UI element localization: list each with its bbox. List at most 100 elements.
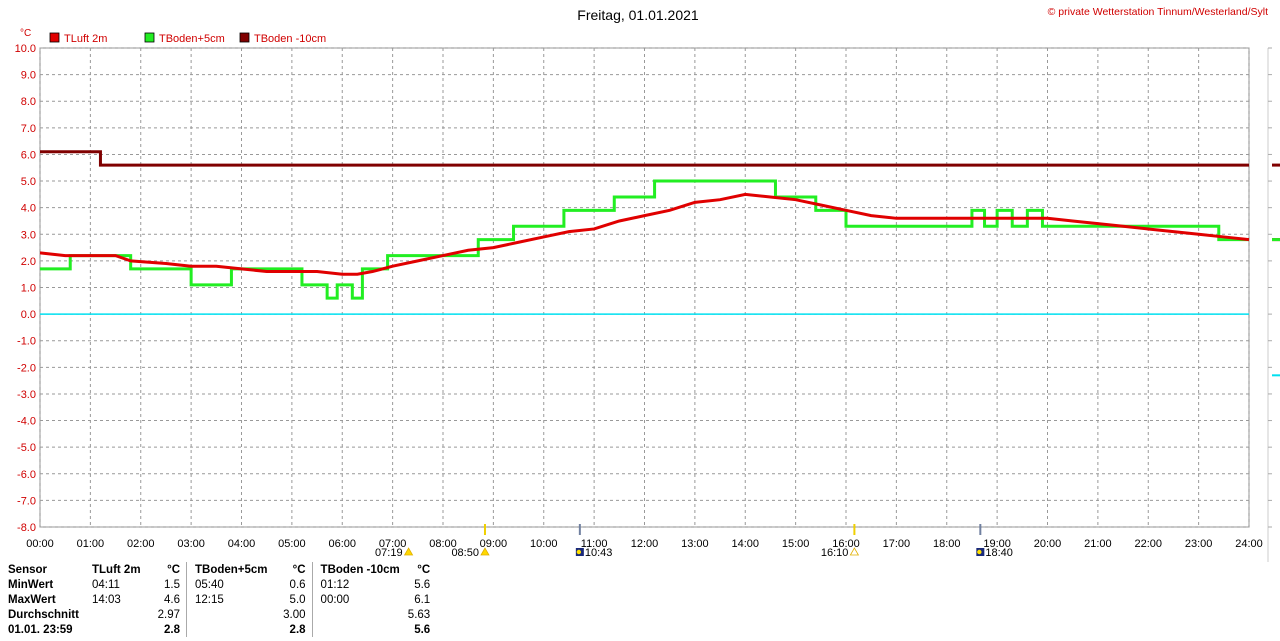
stats-label: MinWert bbox=[8, 578, 54, 591]
stats-cell bbox=[185, 607, 268, 622]
stats-cell: 5.63 bbox=[407, 608, 431, 621]
x-tick-label: 23:00 bbox=[1185, 538, 1213, 550]
x-tick-label: 10:00 bbox=[530, 538, 558, 550]
chart-title: Freitag, 01.01.2021 bbox=[577, 7, 699, 23]
y-tick-label: 9.0 bbox=[21, 70, 36, 82]
x-tick-label: 13:00 bbox=[681, 538, 709, 550]
stats-cell: 12:15 bbox=[185, 592, 268, 607]
stats-cell: 0.6 bbox=[289, 578, 306, 591]
x-tick-label: 08:00 bbox=[429, 538, 457, 550]
moon-icon-glyph bbox=[576, 549, 582, 555]
series-line-0 bbox=[39, 192, 1250, 276]
stats-cell: 4.6 bbox=[164, 593, 180, 606]
x-tick-label: 19:00 bbox=[983, 538, 1011, 550]
legend: TLuft 2m TBoden+5cm TBoden -10cm bbox=[49, 32, 326, 45]
x-tick-label: 12:00 bbox=[631, 538, 659, 550]
series-line-2 bbox=[40, 150, 1249, 167]
x-tick-label: 04:00 bbox=[228, 538, 256, 550]
stats-cell: 05:40 bbox=[185, 577, 268, 592]
x-tick-label: 17:00 bbox=[883, 538, 911, 550]
x-tick-label: 20:00 bbox=[1034, 538, 1062, 550]
stats-cell: 5.0 bbox=[289, 593, 306, 606]
stats-row-avg: Durchschnitt 2.97 3.00 5.63 bbox=[0, 607, 436, 622]
stats-cell: 1.5 bbox=[164, 578, 180, 591]
x-axis-ticks: 00:00 01:00 02:00 03:00 04:00 05:00 06:00 07:00… bbox=[26, 538, 1263, 550]
x-tick-label: 06:00 bbox=[328, 538, 356, 550]
x-tick-label: 01:00 bbox=[77, 538, 105, 550]
x-tick-label: 22:00 bbox=[1134, 538, 1162, 550]
x-tick-label: 05:00 bbox=[278, 538, 306, 550]
chart-series bbox=[39, 150, 1250, 300]
y-tick-label: -4.0 bbox=[17, 416, 36, 428]
y-tick-label: -5.0 bbox=[17, 442, 36, 454]
stats-cell: 2.97 bbox=[157, 608, 180, 621]
legend-label: TBoden+5cm bbox=[159, 33, 225, 45]
temperature-chart: Freitag, 01.01.2021 © private Wetterstat… bbox=[15, 6, 1280, 562]
stats-cell bbox=[311, 622, 400, 637]
y-tick-label: 3.0 bbox=[21, 229, 36, 241]
chart-grid bbox=[39, 47, 1250, 528]
y-tick-label: 6.0 bbox=[21, 149, 36, 161]
stats-cell: 5.6 bbox=[414, 578, 431, 591]
event-time: 07:19 bbox=[375, 547, 403, 559]
y-tick-label: 0.0 bbox=[21, 309, 36, 321]
x-tick-label: 11:00 bbox=[581, 538, 608, 550]
event-time: 10:43 bbox=[585, 547, 613, 559]
y-tick-label: 8.0 bbox=[21, 96, 36, 108]
y-axis-ticks: 10.0 9.0 8.0 7.0 6.0 5.0 4.0 3.0 2.0 1.0 0.0 -1.0 -2… bbox=[15, 43, 36, 534]
y-tick-label: 4.0 bbox=[21, 203, 36, 215]
stats-header: TBoden+5cm bbox=[185, 562, 268, 577]
legend-swatch bbox=[144, 32, 155, 43]
copyright-text: © private Wetterstation Tinnum/Westerlan… bbox=[1048, 6, 1268, 18]
x-tick-label: 14:00 bbox=[731, 538, 759, 550]
stats-cell bbox=[311, 607, 400, 622]
x-tick-label: 07:00 bbox=[379, 538, 407, 550]
stats-cell: 00:00 bbox=[311, 592, 400, 607]
series-line-1 bbox=[40, 179, 1249, 300]
x-tick-label: 15:00 bbox=[782, 538, 810, 550]
x-tick-label: 18:00 bbox=[933, 538, 961, 550]
event-time: 08:50 bbox=[451, 547, 479, 559]
y-tick-label: -3.0 bbox=[17, 389, 36, 401]
sun-icon bbox=[849, 547, 860, 556]
x-tick-label: 16:00 bbox=[832, 538, 860, 550]
y-tick-label: 10.0 bbox=[15, 43, 36, 55]
stats-cell: 5.6 bbox=[414, 623, 431, 636]
y-tick-label: 7.0 bbox=[21, 123, 36, 135]
stats-header: Sensor bbox=[8, 563, 47, 576]
stats-header: °C bbox=[417, 563, 431, 576]
stats-cell: 04:11 bbox=[92, 578, 120, 591]
y-tick-label: 2.0 bbox=[21, 256, 36, 268]
y-tick-label: 1.0 bbox=[21, 283, 36, 295]
moon-icon-glyph bbox=[977, 549, 982, 555]
stats-cell: 6.1 bbox=[414, 593, 431, 606]
stats-header: °C bbox=[167, 563, 180, 576]
stats-label: Durchschnitt bbox=[8, 608, 79, 621]
stats-header: °C bbox=[292, 563, 306, 576]
x-tick-label: 09:00 bbox=[480, 538, 508, 550]
stats-cell: 3.00 bbox=[283, 608, 306, 621]
stats-row-min: MinWert 04:11 1.5 05:40 0.6 01:12 5.6 bbox=[0, 577, 436, 592]
stats-row-max: MaxWert 14:03 4.6 12:15 5.0 00:00 6.1 bbox=[0, 592, 436, 607]
y-tick-label: -2.0 bbox=[17, 362, 36, 374]
y-tick-label: -7.0 bbox=[17, 495, 36, 507]
stats-label: 01.01. 23:59 bbox=[8, 623, 73, 636]
sun-icon bbox=[403, 547, 414, 556]
stats-header: TBoden -10cm bbox=[311, 562, 400, 577]
stats-cell: 01:12 bbox=[311, 577, 400, 592]
stats-cell bbox=[185, 622, 268, 637]
stats-header-row: Sensor TLuft 2m °C TBoden+5cm °C TBoden … bbox=[0, 562, 436, 577]
y-tick-label: -8.0 bbox=[17, 522, 36, 534]
y-tick-label: 5.0 bbox=[21, 176, 36, 188]
stats-cell: 14:03 bbox=[92, 593, 121, 606]
stats-cell bbox=[84, 607, 142, 622]
legend-swatch bbox=[49, 32, 60, 43]
legend-swatch bbox=[239, 32, 250, 43]
legend-label: TBoden -10cm bbox=[254, 33, 326, 45]
event-time: 18:40 bbox=[985, 547, 1013, 559]
event-time: 16:10 bbox=[821, 547, 849, 559]
stats-label: MaxWert bbox=[8, 593, 56, 606]
stats-cell bbox=[84, 622, 142, 637]
y-tick-label: -6.0 bbox=[17, 469, 36, 481]
x-tick-label: 03:00 bbox=[177, 538, 205, 550]
